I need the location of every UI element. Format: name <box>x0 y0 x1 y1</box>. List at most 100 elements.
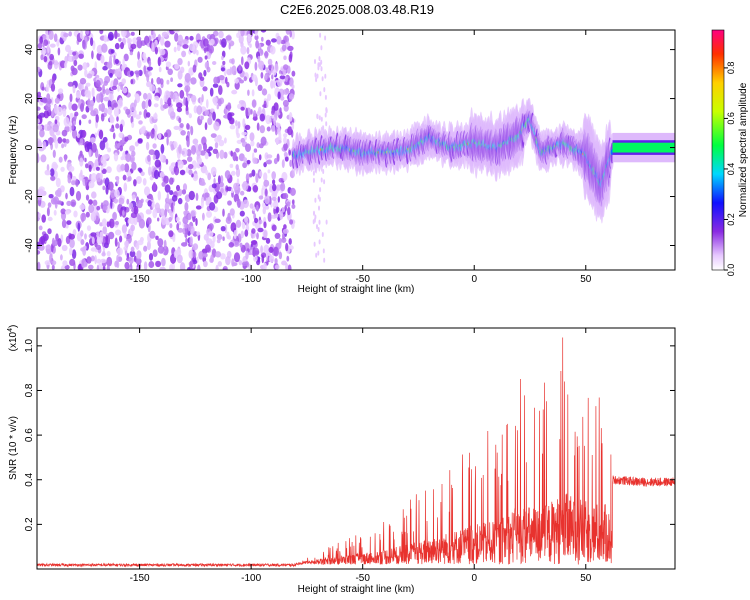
heatmap-cell <box>176 102 183 109</box>
heatmap-cell <box>260 136 267 146</box>
heatmap-cell <box>90 110 97 117</box>
heatmap-cell <box>47 216 53 222</box>
heatmap-cell <box>318 115 321 121</box>
heatmap-cell <box>54 119 58 125</box>
heatmap-cell <box>105 141 109 149</box>
heatmap-cell <box>283 151 288 157</box>
heatmap-cell <box>46 93 51 102</box>
heatmap-cell <box>187 156 193 163</box>
heatmap-cell <box>44 260 51 266</box>
heatmap-cell <box>253 148 258 153</box>
heatmap-cell <box>324 94 327 100</box>
heatmap-cell <box>88 164 92 172</box>
heatmap-cell <box>155 260 162 268</box>
heatmap-cell <box>69 247 73 256</box>
heatmap-cell <box>259 113 265 122</box>
heatmap-cell <box>46 207 50 217</box>
heatmap-cell <box>204 122 208 131</box>
heatmap-cell <box>217 261 222 267</box>
heatmap-cell <box>38 188 44 198</box>
heatmap-cell <box>130 31 135 36</box>
heatmap-cell <box>239 210 245 217</box>
heatmap-cell <box>246 222 249 231</box>
heatmap-cell <box>177 160 184 169</box>
heatmap-cell <box>99 30 104 35</box>
heatmap-cell <box>120 163 125 171</box>
heatmap-cell <box>119 123 124 133</box>
heatmap-cell <box>291 204 296 209</box>
heatmap-cell <box>286 201 291 208</box>
heatmap-cell <box>109 116 115 124</box>
heatmap-cell <box>96 264 100 270</box>
heatmap-cell <box>164 208 168 218</box>
heatmap-cell <box>49 253 53 263</box>
y-tick-label: -40 <box>24 238 35 253</box>
heatmap-cell <box>245 250 249 260</box>
heatmap-cell <box>216 104 219 110</box>
heatmap-cell <box>273 102 279 111</box>
heatmap-cell <box>107 31 114 41</box>
heatmap-cell <box>176 107 182 113</box>
heatmap-cell <box>157 56 161 67</box>
heatmap-cell <box>136 250 142 260</box>
heatmap-cell <box>52 149 56 158</box>
heatmap-cell <box>195 205 202 210</box>
heatmap-cell <box>312 177 315 183</box>
heatmap-cell <box>130 246 135 253</box>
heatmap-cell <box>314 72 317 78</box>
heatmap-cell <box>206 210 212 218</box>
snr-x-label: Height of straight line (km) <box>298 584 415 595</box>
x-tick-label: -50 <box>355 274 370 285</box>
heatmap-cell <box>161 181 166 187</box>
heatmap-cell <box>248 186 252 192</box>
heatmap-cell <box>287 206 291 216</box>
heatmap-cell <box>80 103 84 112</box>
heatmap-cell <box>177 227 184 233</box>
colorbar-tick-label: 0.0 <box>726 264 736 277</box>
heatmap-cell <box>177 83 183 88</box>
heatmap-cell <box>284 156 289 162</box>
heatmap-cell <box>75 178 79 187</box>
heatmap-cell <box>141 100 146 110</box>
heatmap-cell <box>122 210 125 216</box>
heatmap-cell <box>169 208 172 216</box>
heatmap-cell <box>318 239 321 245</box>
heatmap-cell <box>255 40 259 49</box>
heatmap-cell <box>162 104 169 109</box>
x-tick-label: 0 <box>471 274 477 285</box>
heatmap-cell <box>204 109 209 116</box>
heatmap-cell <box>129 51 133 56</box>
heatmap-cell <box>249 43 252 48</box>
heatmap-cell <box>249 173 253 178</box>
heatmap-cell <box>220 253 226 260</box>
y-tick-label: 1.0 <box>24 338 35 352</box>
x-tick-label: -150 <box>130 274 150 285</box>
heatmap-cell <box>318 56 321 62</box>
heatmap-cell <box>235 167 241 178</box>
heatmap-cell <box>107 99 112 109</box>
heatmap-cell <box>283 224 287 230</box>
heatmap-cell <box>218 85 223 96</box>
heatmap-cell <box>220 187 224 194</box>
heatmap-cell <box>69 93 73 103</box>
heatmap-cell <box>207 117 213 126</box>
heatmap-cell <box>123 53 129 62</box>
heatmap-cell <box>196 231 201 236</box>
heatmap-cell <box>84 157 87 163</box>
heatmap-cell <box>210 241 215 249</box>
heatmap-cell <box>210 166 217 176</box>
heatmap-cell <box>190 125 194 136</box>
heatmap-cell <box>242 181 249 191</box>
y-tick-label: 0.4 <box>24 472 35 486</box>
heatmap-cell <box>267 212 272 223</box>
heatmap-cell <box>96 86 102 92</box>
heatmap-cell <box>113 102 118 108</box>
heatmap-cell <box>256 232 259 240</box>
heatmap-cell <box>122 87 128 94</box>
heatmap-cell <box>112 132 116 140</box>
heatmap-cell <box>79 138 84 146</box>
heatmap-cell <box>154 130 157 141</box>
heatmap-cell <box>199 150 207 156</box>
heatmap-cell <box>244 229 249 237</box>
heatmap-cell <box>319 187 322 193</box>
